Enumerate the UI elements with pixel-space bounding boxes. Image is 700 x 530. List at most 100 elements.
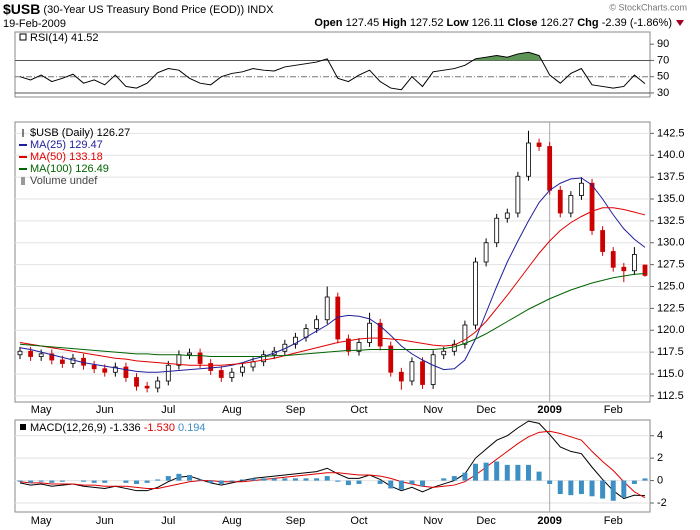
y-tick-label: 112.5: [657, 390, 684, 402]
histogram-bar: [218, 480, 224, 484]
quote-label: Close: [507, 17, 537, 29]
series-line: [19, 420, 646, 500]
histogram-bar: [504, 464, 510, 481]
quote-value: 126.11: [472, 17, 505, 29]
panel-frame: [14, 121, 651, 403]
histogram-bar: [38, 480, 44, 482]
candle-body: [589, 182, 595, 231]
y-tick-label: 122.5: [657, 302, 685, 314]
candle-body: [462, 324, 468, 345]
x-tick-label: Jun: [96, 404, 114, 416]
candle-body: [483, 242, 489, 263]
candle-body: [112, 366, 118, 373]
legend-swatch: [21, 177, 25, 185]
y-tick-label: 0: [657, 474, 663, 486]
candle-body: [579, 182, 584, 196]
histogram-bar: [483, 462, 489, 481]
candle-body: [409, 361, 415, 382]
histogram-bar: [81, 480, 87, 482]
candle-body: [59, 359, 65, 364]
candle-body: [356, 342, 362, 352]
legend-entry: MA(50) 133.18: [30, 151, 103, 163]
legend-name: MACD(12,26,9): [30, 422, 106, 434]
histogram-bar: [589, 480, 595, 497]
legend-value: 129.47: [69, 139, 103, 151]
candle-body: [324, 296, 330, 321]
legend-name: MA(25): [30, 139, 66, 151]
quote-label: High: [382, 17, 407, 29]
legend-entry: MA(25) 129.47: [30, 139, 103, 151]
histogram-bar: [197, 479, 203, 481]
series-line: [19, 207, 646, 366]
candle-body: [398, 371, 404, 382]
candle-body: [441, 350, 447, 356]
legend-entry: $USB (Daily) 126.27: [30, 127, 130, 139]
y-tick-label: 2: [657, 452, 663, 464]
quote: Open 127.45 High 127.52 Low 126.11 Close…: [314, 17, 672, 29]
series-line: [19, 51, 646, 91]
histogram-bar: [345, 480, 351, 486]
candle-body: [610, 251, 616, 268]
x-tick-label: Jul: [161, 404, 175, 416]
series-line: [19, 272, 646, 357]
legend-value: 126.49: [75, 163, 109, 175]
legend-name: $USB (Daily): [30, 127, 94, 139]
candle-body: [176, 354, 182, 366]
candle-body: [208, 363, 214, 371]
histogram-bar: [420, 480, 426, 487]
legend-entry: Volume undef: [30, 175, 98, 187]
x-tick-label: 2009: [537, 404, 561, 416]
quote-value: 126.27: [541, 17, 575, 29]
candle-body: [600, 230, 606, 252]
histogram-bar: [303, 478, 309, 481]
candle-body: [632, 254, 637, 272]
histogram-bar: [271, 478, 277, 481]
x-tick-label: Aug: [222, 515, 242, 527]
legend-name: MA(50): [30, 151, 66, 163]
y-tick-label: 30: [657, 87, 669, 99]
histogram-bar: [261, 478, 267, 481]
candle-body: [642, 264, 648, 276]
candle-body: [420, 361, 425, 385]
series-line: [19, 430, 646, 499]
legend-swatch: [19, 33, 27, 41]
y-tick-label: 4: [657, 430, 663, 442]
candle-body: [293, 336, 298, 345]
histogram-bar: [398, 480, 404, 490]
histogram-bar: [409, 480, 415, 484]
y-tick-label: -2: [657, 497, 667, 509]
legend-value: 126.27: [97, 127, 131, 139]
y-tick-label: 115.0: [657, 368, 684, 380]
candle-body: [377, 322, 383, 347]
y-tick-label: 140.0: [657, 149, 685, 161]
candle-body: [430, 354, 436, 385]
candle-body: [451, 343, 457, 352]
y-tick-label: 142.5: [657, 127, 685, 139]
candle-body: [102, 368, 108, 373]
down-arrow: [676, 20, 684, 26]
legend-entry: RSI(14) 41.52: [30, 32, 99, 44]
candle-body: [515, 175, 521, 214]
chart-heading: $USB (30-Year US Treasury Bond Price (EO…: [3, 1, 274, 17]
candle-body: [504, 212, 510, 219]
x-tick-label: May: [31, 515, 52, 527]
candle-body: [187, 352, 192, 356]
histogram-bar: [547, 480, 553, 484]
histogram-bar: [600, 480, 606, 499]
histogram-bar: [568, 480, 574, 496]
histogram-bar: [525, 464, 531, 481]
overbought-area: [20, 52, 645, 61]
x-tick-label: Oct: [350, 515, 367, 527]
candle-body: [144, 385, 150, 389]
legend-entry: MA(100) 126.49: [30, 163, 109, 175]
candle-body: [388, 345, 394, 373]
histogram-bar: [134, 480, 140, 484]
histogram-bar: [642, 478, 648, 481]
y-tick-label: 127.5: [657, 259, 685, 271]
candle-body: [557, 189, 563, 214]
candle-body: [240, 366, 245, 373]
symbol: $USB: [3, 1, 40, 17]
histogram-bar: [144, 480, 150, 483]
candle-body: [218, 370, 224, 378]
